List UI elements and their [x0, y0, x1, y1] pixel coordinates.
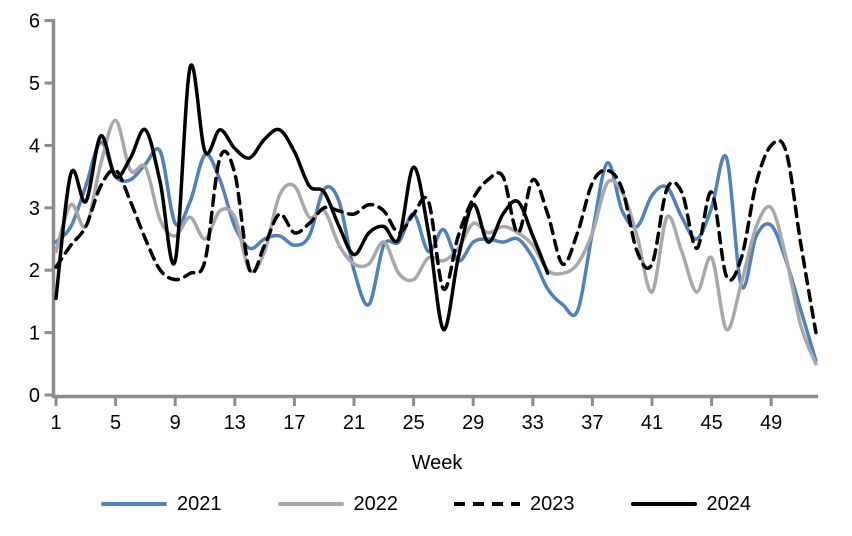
series-line-2024	[54, 63, 550, 332]
legend-label-2023: 2023	[530, 493, 575, 515]
legend-line-2023-icon	[454, 502, 520, 506]
x-tick-label: 5	[110, 412, 121, 434]
x-tick-label: 21	[343, 412, 365, 434]
x-tick-label: 49	[760, 412, 782, 434]
x-tick-label: 45	[700, 412, 722, 434]
y-tick-label: 6	[29, 11, 40, 33]
x-tick-label: 33	[522, 412, 544, 434]
x-tick-label: 9	[170, 412, 181, 434]
x-tick-label: 29	[462, 412, 484, 434]
legend-line-2024-icon	[630, 502, 697, 506]
chart-legend: 2021 2022 2023 2024	[0, 494, 852, 514]
legend-item-2023: 2023	[454, 494, 575, 514]
y-tick-label: 2	[29, 260, 40, 282]
y-tick-label: 1	[29, 323, 40, 345]
legend-item-2022: 2022	[277, 493, 399, 515]
y-tick-label: 5	[29, 73, 40, 95]
x-tick-label: 1	[50, 412, 61, 434]
legend-line-2021-icon	[101, 502, 167, 506]
legend-item-2024: 2024	[630, 493, 752, 515]
x-tick-label: 37	[581, 412, 603, 434]
legend-label-2021: 2021	[177, 493, 222, 515]
x-tick-label: 13	[224, 412, 246, 434]
y-tick-label: 3	[29, 198, 40, 220]
legend-label-2024: 2024	[706, 493, 752, 515]
y-tick-label: 0	[29, 385, 40, 407]
legend-item-2021: 2021	[101, 494, 222, 514]
legend-label-2022: 2022	[353, 493, 399, 515]
y-tick-label: 4	[29, 135, 40, 157]
series-line-2023	[54, 138, 818, 335]
x-axis-title: Week	[411, 452, 463, 474]
series-line-2021	[54, 140, 818, 363]
x-tick-label: 25	[402, 412, 424, 434]
legend-line-2022-icon	[277, 502, 344, 506]
x-tick-label: 41	[641, 412, 663, 434]
x-tick-label: 17	[283, 412, 305, 434]
